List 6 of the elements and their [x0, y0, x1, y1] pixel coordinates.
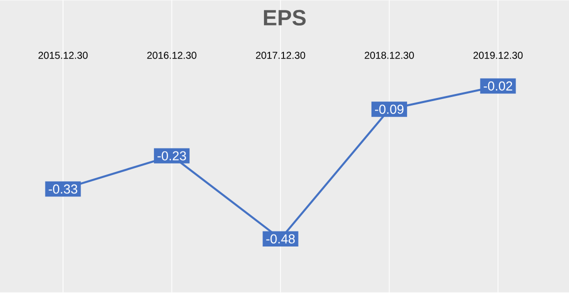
x-tick-label: 2015.12.30 [38, 52, 88, 59]
x-tick-label: 2019.12.30 [473, 52, 523, 59]
x-tick-label: 2017.12.30 [256, 52, 306, 59]
x-tick-label: 2018.12.30 [364, 52, 414, 59]
chart-title: EPS [264, 10, 306, 26]
x-tick-label: 2016.12.30 [147, 52, 196, 59]
